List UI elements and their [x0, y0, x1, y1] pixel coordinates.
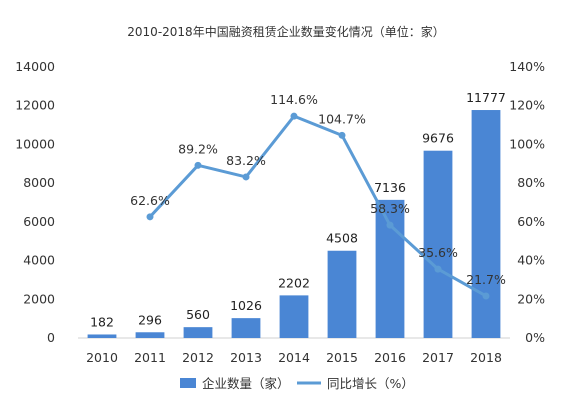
bar: [183, 327, 213, 338]
x-tick-label: 2010: [86, 350, 118, 365]
bar-value-label: 7136: [374, 180, 406, 195]
right-tick-label: 0%: [525, 330, 545, 345]
left-tick-label: 6000: [23, 214, 55, 229]
line-value-label: 114.6%: [270, 92, 318, 107]
bar-value-label: 2202: [278, 275, 310, 290]
left-tick-label: 10000: [15, 136, 55, 151]
bar: [375, 199, 405, 338]
left-tick-label: 4000: [23, 253, 55, 268]
left-tick-label: 2000: [23, 291, 55, 306]
bar: [231, 318, 261, 338]
line-value-label: 104.7%: [318, 111, 366, 126]
line-value-label: 62.6%: [130, 193, 170, 208]
bar-value-label: 296: [138, 312, 162, 327]
bar-value-label: 4508: [326, 231, 358, 246]
legend-line-label: 同比增长（%）: [327, 376, 414, 391]
series-line: [148, 114, 487, 298]
bar-value-label: 1026: [230, 298, 262, 313]
bar-value-label: 560: [186, 307, 210, 322]
line-point: [434, 265, 442, 273]
right-axis-ticks: 0% 20% 40% 60% 80% 100% 120% 140%: [509, 59, 545, 345]
line-series: [146, 112, 490, 300]
x-tick-label: 2013: [230, 350, 262, 365]
x-axis-ticks: 2010 2011 2012 2013 2014 2015 2016 2017 2018: [86, 350, 502, 365]
line-point: [194, 161, 202, 169]
bar-data-labels: 182 296 560 1026 2202 4508 7136 9676 11777: [90, 90, 506, 329]
x-tick-label: 2017: [422, 350, 454, 365]
right-tick-label: 20%: [517, 291, 545, 306]
left-tick-label: 0: [47, 330, 55, 345]
line-value-label: 89.2%: [178, 141, 218, 156]
x-tick-label: 2012: [182, 350, 214, 365]
legend-bar-label: 企业数量（家）: [202, 376, 290, 391]
bar: [471, 110, 501, 338]
line-point: [482, 292, 490, 300]
right-tick-label: 80%: [517, 175, 545, 190]
bar: [279, 295, 309, 338]
line-point: [146, 213, 154, 221]
left-axis-ticks: 0 2000 4000 6000 8000 10000 12000 14000: [15, 59, 55, 345]
line-value-label: 21.7%: [466, 272, 506, 287]
right-tick-label: 40%: [517, 253, 545, 268]
legend-bar-swatch: [180, 378, 196, 388]
line-value-label: 58.3%: [370, 201, 410, 216]
right-tick-label: 60%: [517, 214, 545, 229]
legend: 企业数量（家） 同比增长（%）: [180, 376, 414, 391]
right-tick-label: 140%: [509, 59, 545, 74]
left-tick-label: 12000: [15, 98, 55, 113]
line-point: [290, 112, 298, 120]
x-tick-label: 2016: [374, 350, 406, 365]
bar: [135, 332, 165, 338]
x-tick-label: 2011: [134, 350, 166, 365]
bar-series: [87, 110, 501, 338]
x-tick-label: 2018: [470, 350, 502, 365]
x-tick-label: 2014: [278, 350, 310, 365]
line-data-labels: 62.6% 89.2% 83.2% 114.6%104.7% 58.3% 35.6% 21.…: [130, 92, 506, 287]
bar: [423, 150, 453, 338]
right-tick-label: 120%: [509, 98, 545, 113]
line-point: [242, 173, 250, 181]
line-point: [338, 131, 346, 139]
line-point: [386, 221, 394, 229]
bar: [327, 250, 357, 338]
left-tick-label: 14000: [15, 59, 55, 74]
line-value-label: 35.6%: [418, 245, 458, 260]
bar: [87, 334, 117, 338]
bar-value-label: 9676: [422, 131, 454, 146]
bar-value-label: 11777: [466, 90, 506, 105]
line-value-label: 83.2%: [226, 153, 266, 168]
right-tick-label: 100%: [509, 136, 545, 151]
left-tick-label: 8000: [23, 175, 55, 190]
chart-title: 2010-2018年中国融资租赁企业数量变化情况（单位：家）: [127, 24, 444, 39]
x-tick-label: 2015: [326, 350, 358, 365]
bar-value-label: 182: [90, 314, 114, 329]
